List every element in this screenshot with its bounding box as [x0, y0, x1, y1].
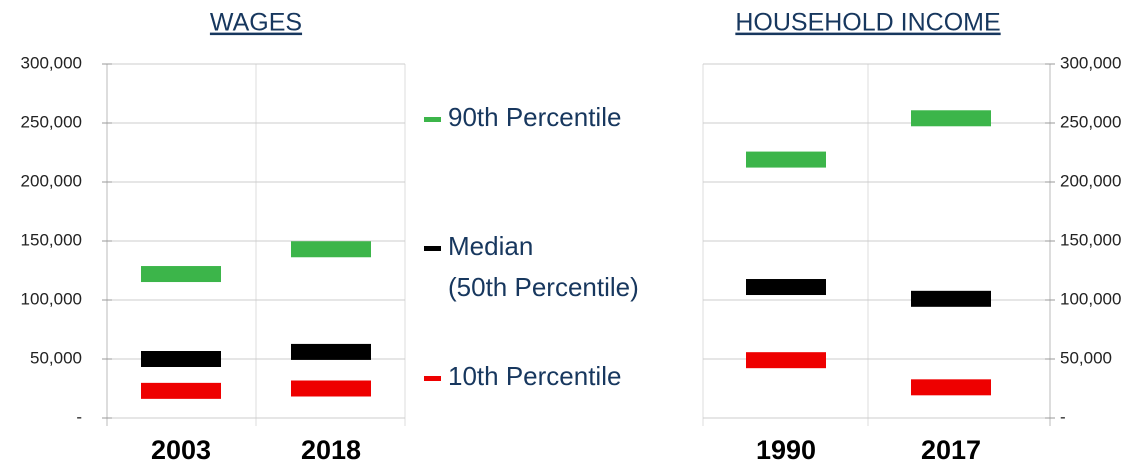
marker	[911, 290, 991, 307]
y-tick-label: 50,000	[1060, 348, 1112, 367]
legend-label: Median (50th Percentile)	[448, 231, 639, 302]
chart-title: WAGES	[210, 9, 302, 37]
marker	[746, 352, 826, 369]
x-tick-label: 2018	[301, 435, 361, 465]
marker	[141, 351, 221, 367]
legend-swatch	[424, 376, 441, 381]
x-tick-label: 2017	[921, 435, 981, 465]
marker	[291, 343, 371, 360]
y-tick-label: 250,000	[21, 112, 82, 131]
legend-line: (50th Percentile)	[448, 272, 639, 302]
y-tick-label: 150,000	[1060, 230, 1121, 249]
legend-label: 90th Percentile	[448, 102, 621, 132]
legend-label: 10th Percentile	[448, 361, 621, 391]
marker	[141, 266, 221, 283]
chart-title: HOUSEHOLD INCOME	[735, 9, 1000, 37]
marker	[291, 380, 371, 397]
y-tick-label: 100,000	[1060, 289, 1121, 308]
x-tick-label: 1990	[756, 435, 816, 465]
marker	[911, 379, 991, 396]
marker	[911, 110, 991, 127]
x-tick-label: 2003	[151, 435, 211, 465]
legend-swatch	[424, 246, 441, 251]
marker	[746, 279, 826, 296]
y-tick-label: 150,000	[21, 230, 82, 249]
y-tick-label: 300,000	[21, 53, 82, 72]
marker	[141, 382, 221, 399]
y-tick-label: -	[1060, 407, 1066, 426]
legend-swatch	[424, 117, 441, 122]
y-tick-label: 200,000	[21, 171, 82, 190]
y-tick-label: 300,000	[1060, 53, 1121, 72]
legend-line: Median	[448, 231, 541, 261]
marker	[746, 151, 826, 168]
y-tick-label: 50,000	[30, 348, 82, 367]
y-tick-label: -	[76, 407, 82, 426]
marker	[291, 241, 371, 258]
y-tick-label: 250,000	[1060, 112, 1121, 131]
y-tick-label: 100,000	[21, 289, 82, 308]
y-tick-label: 200,000	[1060, 171, 1121, 190]
